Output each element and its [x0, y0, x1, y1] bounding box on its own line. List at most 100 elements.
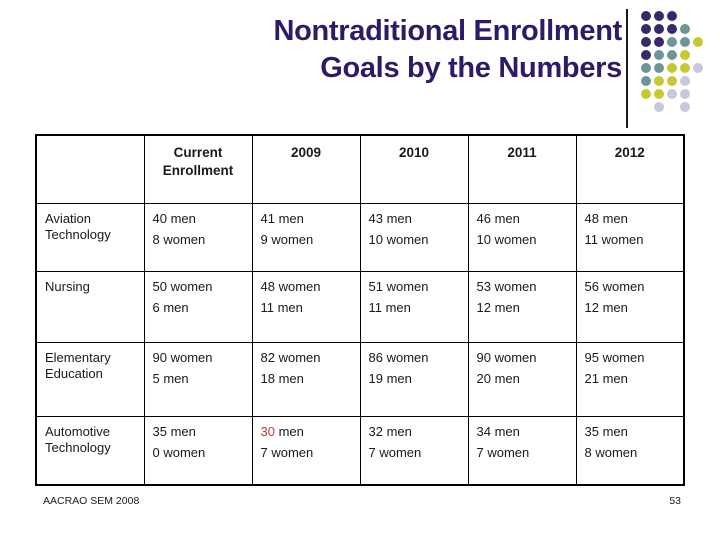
data-cell: 50 women 6 men [143, 270, 253, 343]
cell-line: 48 men [584, 210, 628, 226]
data-cell: 35 men 0 women [143, 415, 253, 486]
cell-line: 9 women [260, 231, 314, 247]
cell-line: 7 women [368, 444, 422, 460]
dot [680, 76, 690, 86]
cell-line: 12 men [584, 299, 628, 315]
data-cell: 32 men 7 women [359, 415, 469, 486]
row-label-elementary-education: Elementary Education [35, 341, 145, 417]
cell-line: 20 men [476, 370, 520, 386]
cell-line: 21 men [584, 370, 628, 386]
cell-line: 90 women [476, 349, 537, 365]
dot [693, 37, 703, 47]
cell-line: 48 women [260, 278, 321, 294]
cell-line: 5 men [152, 370, 189, 386]
dot [641, 37, 651, 47]
cell-line: 11 women [584, 231, 644, 247]
dot [654, 50, 664, 60]
dot [654, 63, 664, 73]
data-cell: 90 women 5 men [143, 341, 253, 417]
page-number: 53 [669, 495, 681, 507]
cell-line: 50 women [152, 278, 213, 294]
cell-line: 0 women [152, 444, 206, 460]
dot [654, 102, 664, 112]
dot [667, 63, 677, 73]
dot [680, 50, 690, 60]
cell-line: 19 men [368, 370, 412, 386]
cell-line: 8 women [152, 231, 206, 247]
table-row-nursing: Nursing 50 women 6 men 48 women 11 men 5… [35, 270, 685, 343]
row-label-automotive-technology: Automotive Technology [35, 415, 145, 486]
slide-title-line-2: Goals by the Numbers [320, 52, 622, 84]
dot [693, 63, 703, 73]
cell-line: 43 men [368, 210, 412, 226]
data-cell: 90 women 20 men [467, 341, 577, 417]
data-cell: 53 women 12 men [467, 270, 577, 343]
cell-line: 34 men [476, 423, 520, 439]
cell-line: 35 men [152, 423, 196, 439]
dot [641, 76, 651, 86]
dot [641, 50, 651, 60]
cell-line: 95 women [584, 349, 645, 365]
cell-line: 7 women [260, 444, 314, 460]
dot [641, 24, 651, 34]
dot [641, 63, 651, 73]
cell-line: 6 men [152, 299, 189, 315]
cell-line: 56 women [584, 278, 645, 294]
column-header-2010: 2010 [359, 134, 469, 204]
data-cell: 41 men 9 women [251, 202, 361, 272]
dot [667, 24, 677, 34]
cell-line: 86 women [368, 349, 429, 365]
dot [667, 11, 677, 21]
row-label-aviation-technology: Aviation Technology [35, 202, 145, 272]
cell-line: 11 men [260, 299, 303, 315]
cell-line: 30 men [261, 424, 352, 440]
slide-title: Nontraditional Enrollment Goals by the N… [273, 13, 622, 87]
column-header-blank [35, 134, 145, 204]
cell-line: 32 men [368, 423, 412, 439]
cell-line: 90 women [152, 349, 213, 365]
cell-line: 41 men [260, 210, 304, 226]
data-cell: 34 men 7 women [467, 415, 577, 486]
row-label-nursing: Nursing [35, 270, 145, 343]
data-cell: 43 men 10 women [359, 202, 469, 272]
table-row-automotive-technology: Automotive Technology 35 men 0 women 30 … [35, 415, 685, 486]
cell-line: 11 men [368, 299, 411, 315]
footer-text: AACRAO SEM 2008 [43, 495, 140, 507]
column-header-2011: 2011 [467, 134, 577, 204]
data-cell: 46 men 10 women [467, 202, 577, 272]
data-cell: 35 men 8 women [575, 415, 685, 486]
data-cell: 82 women 18 men [251, 341, 361, 417]
dot [654, 76, 664, 86]
slide-title-line-1: Nontraditional Enrollment [273, 15, 622, 47]
dot [667, 89, 677, 99]
dot [654, 11, 664, 21]
cell-line: 12 men [476, 299, 520, 315]
dot [654, 24, 664, 34]
highlighted-value-suffix: men [274, 423, 304, 439]
data-cell: 40 men 8 women [143, 202, 253, 272]
data-cell-highlighted: 30 men 7 women [251, 415, 361, 486]
dot [641, 89, 651, 99]
data-cell: 48 women 11 men [251, 270, 361, 343]
dot [667, 50, 677, 60]
cell-line: 35 men [584, 423, 628, 439]
column-header-current-enrollment: Current Enrollment [143, 134, 253, 204]
dot [654, 89, 664, 99]
cell-line: 7 women [476, 444, 530, 460]
title-divider-line [626, 9, 628, 128]
dot [667, 37, 677, 47]
data-cell: 86 women 19 men [359, 341, 469, 417]
table-row-elementary-education: Elementary Education 90 women 5 men 82 w… [35, 341, 685, 417]
column-header-2012: 2012 [575, 134, 685, 204]
cell-line: 51 women [368, 278, 429, 294]
cell-line: 18 men [260, 370, 304, 386]
data-cell: 48 men 11 women [575, 202, 685, 272]
table-header-row: Current Enrollment 2009 2010 2011 2012 [35, 134, 685, 204]
dot [680, 63, 690, 73]
data-cell: 56 women 12 men [575, 270, 685, 343]
data-cell: 95 women 21 men [575, 341, 685, 417]
cell-line: 40 men [152, 210, 196, 226]
cell-line: 10 women [476, 231, 537, 247]
dot [680, 102, 690, 112]
